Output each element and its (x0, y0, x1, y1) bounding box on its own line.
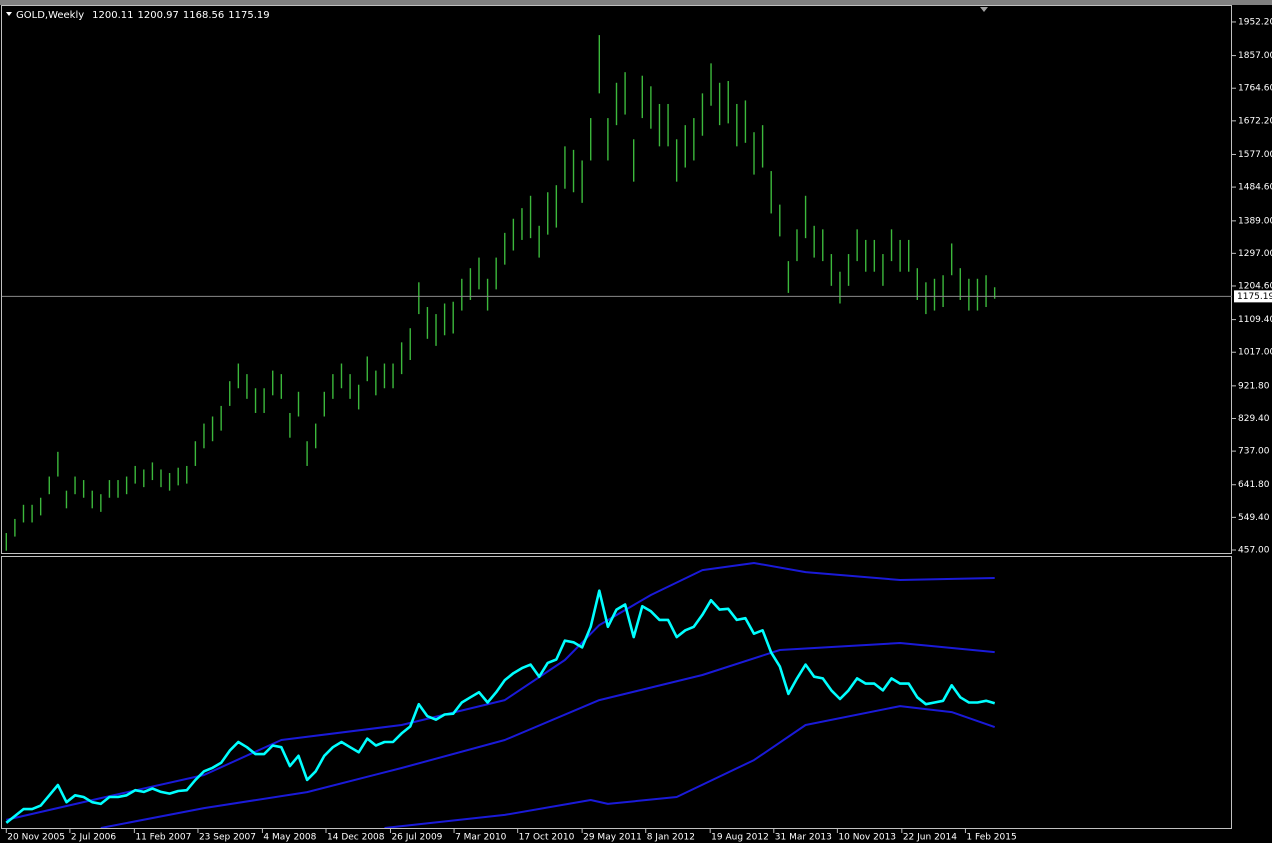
indicator-line (384, 705, 996, 828)
x-tick-label: 31 Mar 2013 (775, 833, 832, 843)
shift-marker (980, 7, 988, 12)
indicator-line (100, 642, 995, 828)
y-tick-label: 1857.00 (1238, 51, 1272, 61)
x-tick-label: 29 May 2011 (583, 833, 642, 843)
x-tick-label: 1 Feb 2015 (966, 833, 1016, 843)
ohlc-value: 1175.19 (228, 10, 269, 21)
y-tick-label: 1109.40 (1238, 315, 1272, 325)
ohlc-value: 1200.97 (138, 10, 179, 21)
y-tick-label: 641.80 (1238, 480, 1270, 490)
y-tick-label: 1577.00 (1238, 150, 1272, 160)
y-tick-label: 549.40 (1238, 513, 1270, 523)
y-tick-label: 457.00 (1238, 545, 1270, 555)
menu-arrow[interactable] (6, 12, 12, 16)
x-tick-label: 17 Oct 2010 (519, 833, 575, 843)
x-tick-label: 14 Dec 2008 (327, 833, 385, 843)
x-tick-label: 7 Mar 2010 (455, 833, 507, 843)
y-tick-label: 829.40 (1238, 414, 1270, 424)
indicator-line (5, 589, 996, 824)
indicator-panel (1, 556, 1232, 829)
price-panel (1, 5, 1232, 554)
x-tick-label: 2 Jul 2006 (71, 833, 116, 843)
y-tick-label: 1484.60 (1238, 183, 1272, 193)
price-label: 1175.19 (1237, 292, 1272, 302)
y-tick-label: 1764.60 (1238, 84, 1272, 94)
y-tick-label: 921.80 (1238, 381, 1270, 391)
ohlc-value: 1168.56 (183, 10, 224, 21)
y-tick-label: 1017.00 (1238, 348, 1272, 358)
x-tick-label: 19 Aug 2012 (711, 833, 769, 843)
x-tick-label: 26 Jul 2009 (391, 833, 442, 843)
x-tick-label: 20 Nov 2005 (7, 833, 65, 843)
chart-title: GOLD,Weekly 1200.11 1200.97 1168.56 1175.19 (16, 10, 270, 21)
indicator-line (6, 562, 995, 821)
x-tick-label: 10 Nov 2013 (838, 833, 896, 843)
x-tick-label: 11 Feb 2007 (135, 833, 191, 843)
symbol: GOLD,Weekly (16, 10, 84, 21)
x-tick-label: 22 Jun 2014 (903, 833, 957, 843)
top-strip (0, 0, 1272, 5)
y-tick-label: 1297.00 (1238, 249, 1272, 259)
x-tick-label: 4 May 2008 (263, 833, 316, 843)
bars (5, 35, 996, 551)
y-tick-label: 1672.20 (1238, 116, 1272, 126)
y-tick-label: 737.00 (1238, 447, 1270, 457)
x-tick-label: 23 Sep 2007 (199, 833, 256, 843)
ohlc-value: 1200.11 (92, 10, 133, 21)
y-tick-label: 1389.00 (1238, 216, 1272, 226)
y-tick-label: 1952.20 (1238, 17, 1272, 27)
y-tick-label: 1204.60 (1238, 281, 1272, 291)
x-tick-label: 8 Jan 2012 (647, 833, 695, 843)
price-label-box (1234, 290, 1272, 303)
